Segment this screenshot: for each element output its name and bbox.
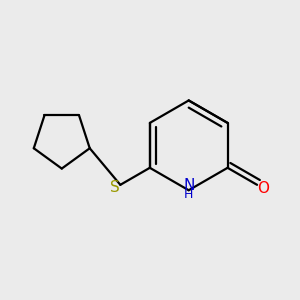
Text: H: H [184,188,194,201]
Text: N: N [183,178,194,193]
Text: S: S [110,180,120,195]
Text: O: O [257,181,269,196]
